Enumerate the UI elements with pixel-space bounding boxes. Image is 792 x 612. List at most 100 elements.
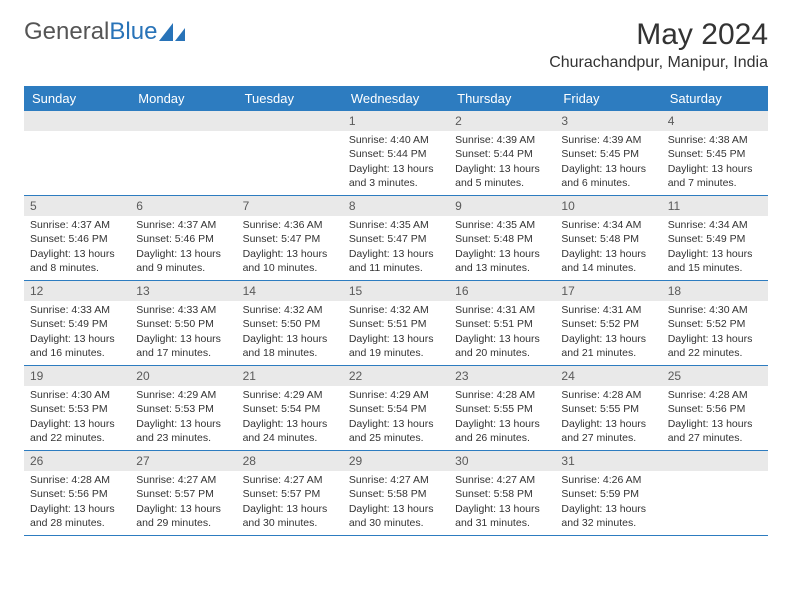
day-info-line: and 8 minutes.: [30, 261, 124, 275]
calendar-cell: [237, 111, 343, 195]
day-body: Sunrise: 4:30 AMSunset: 5:53 PMDaylight:…: [24, 386, 130, 449]
day-info-line: Sunset: 5:51 PM: [349, 317, 443, 331]
day-info-line: Sunset: 5:59 PM: [561, 487, 655, 501]
day-info-line: Sunrise: 4:31 AM: [561, 303, 655, 317]
day-number: 24: [555, 366, 661, 386]
day-info-line: and 28 minutes.: [30, 516, 124, 530]
day-info-line: Daylight: 13 hours: [349, 162, 443, 176]
day-number: 14: [237, 281, 343, 301]
day-number: 4: [662, 111, 768, 131]
day-number: 3: [555, 111, 661, 131]
day-info-line: Daylight: 13 hours: [136, 247, 230, 261]
weekday-header: Saturday: [662, 86, 768, 111]
day-info-line: Sunrise: 4:33 AM: [136, 303, 230, 317]
calendar-week-row: 12Sunrise: 4:33 AMSunset: 5:49 PMDayligh…: [24, 281, 768, 366]
day-body: Sunrise: 4:30 AMSunset: 5:52 PMDaylight:…: [662, 301, 768, 364]
day-info-line: Daylight: 13 hours: [136, 417, 230, 431]
day-body: Sunrise: 4:32 AMSunset: 5:50 PMDaylight:…: [237, 301, 343, 364]
logo: GeneralBlue: [24, 18, 185, 46]
day-info-line: Sunrise: 4:28 AM: [561, 388, 655, 402]
day-info-line: and 7 minutes.: [668, 176, 762, 190]
day-info-line: and 22 minutes.: [668, 346, 762, 360]
weekday-header: Monday: [130, 86, 236, 111]
day-info-line: and 30 minutes.: [243, 516, 337, 530]
calendar-cell: 26Sunrise: 4:28 AMSunset: 5:56 PMDayligh…: [24, 451, 130, 535]
day-body: [662, 471, 768, 477]
day-info-line: Sunset: 5:49 PM: [30, 317, 124, 331]
day-body: Sunrise: 4:34 AMSunset: 5:48 PMDaylight:…: [555, 216, 661, 279]
day-info-line: and 30 minutes.: [349, 516, 443, 530]
day-body: Sunrise: 4:29 AMSunset: 5:53 PMDaylight:…: [130, 386, 236, 449]
day-number: [24, 111, 130, 131]
header-right: May 2024 Churachandpur, Manipur, India: [549, 18, 768, 72]
day-info-line: Daylight: 13 hours: [668, 332, 762, 346]
day-info-line: and 27 minutes.: [668, 431, 762, 445]
day-number: 26: [24, 451, 130, 471]
day-number: 22: [343, 366, 449, 386]
day-info-line: Sunrise: 4:37 AM: [136, 218, 230, 232]
calendar-cell: 1Sunrise: 4:40 AMSunset: 5:44 PMDaylight…: [343, 111, 449, 195]
day-number: 31: [555, 451, 661, 471]
weekday-header: Wednesday: [343, 86, 449, 111]
day-number: 1: [343, 111, 449, 131]
day-info-line: Daylight: 13 hours: [455, 247, 549, 261]
day-info-line: and 20 minutes.: [455, 346, 549, 360]
day-info-line: Daylight: 13 hours: [455, 502, 549, 516]
day-body: Sunrise: 4:28 AMSunset: 5:56 PMDaylight:…: [24, 471, 130, 534]
day-info-line: Daylight: 13 hours: [30, 417, 124, 431]
day-info-line: Daylight: 13 hours: [349, 502, 443, 516]
day-number: 29: [343, 451, 449, 471]
calendar-week-row: 5Sunrise: 4:37 AMSunset: 5:46 PMDaylight…: [24, 196, 768, 281]
calendar-cell: 24Sunrise: 4:28 AMSunset: 5:55 PMDayligh…: [555, 366, 661, 450]
day-info-line: and 18 minutes.: [243, 346, 337, 360]
day-info-line: Sunrise: 4:27 AM: [349, 473, 443, 487]
day-body: Sunrise: 4:39 AMSunset: 5:45 PMDaylight:…: [555, 131, 661, 194]
calendar-body: 1Sunrise: 4:40 AMSunset: 5:44 PMDaylight…: [24, 111, 768, 536]
day-info-line: Sunrise: 4:29 AM: [136, 388, 230, 402]
day-number: 5: [24, 196, 130, 216]
calendar-cell: 21Sunrise: 4:29 AMSunset: 5:54 PMDayligh…: [237, 366, 343, 450]
day-body: Sunrise: 4:27 AMSunset: 5:58 PMDaylight:…: [343, 471, 449, 534]
day-info-line: Sunrise: 4:29 AM: [349, 388, 443, 402]
day-body: Sunrise: 4:37 AMSunset: 5:46 PMDaylight:…: [24, 216, 130, 279]
day-number: 20: [130, 366, 236, 386]
calendar-week-row: 26Sunrise: 4:28 AMSunset: 5:56 PMDayligh…: [24, 451, 768, 536]
day-info-line: Daylight: 13 hours: [243, 417, 337, 431]
day-info-line: Sunrise: 4:26 AM: [561, 473, 655, 487]
day-info-line: Sunrise: 4:35 AM: [455, 218, 549, 232]
day-info-line: Daylight: 13 hours: [668, 162, 762, 176]
day-info-line: Sunrise: 4:28 AM: [455, 388, 549, 402]
day-info-line: Sunset: 5:47 PM: [349, 232, 443, 246]
day-body: Sunrise: 4:33 AMSunset: 5:49 PMDaylight:…: [24, 301, 130, 364]
day-info-line: Sunrise: 4:34 AM: [561, 218, 655, 232]
day-body: Sunrise: 4:27 AMSunset: 5:57 PMDaylight:…: [237, 471, 343, 534]
day-info-line: Daylight: 13 hours: [243, 502, 337, 516]
logo-sail-icon: [159, 23, 185, 41]
day-info-line: Sunset: 5:51 PM: [455, 317, 549, 331]
day-info-line: Sunset: 5:46 PM: [30, 232, 124, 246]
day-info-line: and 25 minutes.: [349, 431, 443, 445]
calendar-cell: 27Sunrise: 4:27 AMSunset: 5:57 PMDayligh…: [130, 451, 236, 535]
calendar-cell: 29Sunrise: 4:27 AMSunset: 5:58 PMDayligh…: [343, 451, 449, 535]
day-body: Sunrise: 4:29 AMSunset: 5:54 PMDaylight:…: [237, 386, 343, 449]
day-info-line: Sunset: 5:46 PM: [136, 232, 230, 246]
day-body: Sunrise: 4:32 AMSunset: 5:51 PMDaylight:…: [343, 301, 449, 364]
day-body: Sunrise: 4:27 AMSunset: 5:58 PMDaylight:…: [449, 471, 555, 534]
day-info-line: Sunrise: 4:37 AM: [30, 218, 124, 232]
day-number: 16: [449, 281, 555, 301]
calendar-cell: 10Sunrise: 4:34 AMSunset: 5:48 PMDayligh…: [555, 196, 661, 280]
calendar-cell: 15Sunrise: 4:32 AMSunset: 5:51 PMDayligh…: [343, 281, 449, 365]
day-info-line: Sunset: 5:56 PM: [668, 402, 762, 416]
calendar-cell: 25Sunrise: 4:28 AMSunset: 5:56 PMDayligh…: [662, 366, 768, 450]
day-info-line: Sunset: 5:52 PM: [668, 317, 762, 331]
day-number: [130, 111, 236, 131]
day-info-line: Sunset: 5:45 PM: [561, 147, 655, 161]
day-number: 9: [449, 196, 555, 216]
calendar-cell: 18Sunrise: 4:30 AMSunset: 5:52 PMDayligh…: [662, 281, 768, 365]
day-number: 19: [24, 366, 130, 386]
calendar-week-row: 19Sunrise: 4:30 AMSunset: 5:53 PMDayligh…: [24, 366, 768, 451]
day-info-line: Daylight: 13 hours: [349, 247, 443, 261]
day-body: Sunrise: 4:39 AMSunset: 5:44 PMDaylight:…: [449, 131, 555, 194]
day-info-line: Daylight: 13 hours: [349, 332, 443, 346]
day-number: 28: [237, 451, 343, 471]
